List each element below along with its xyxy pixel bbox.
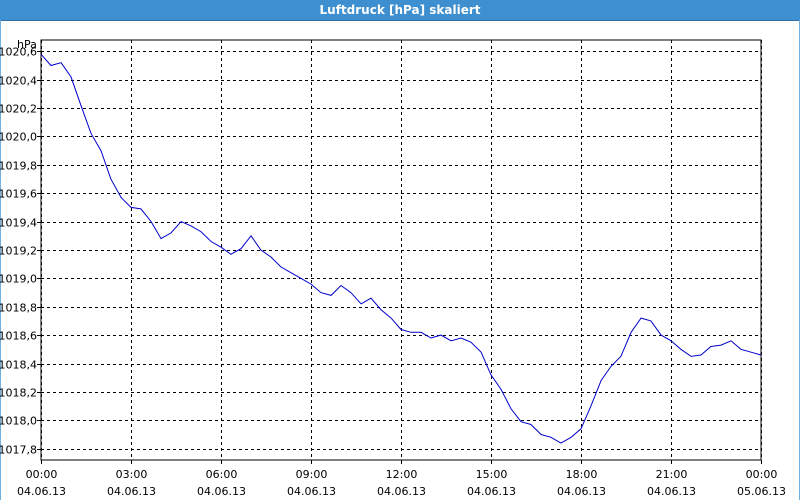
- y-tick-label: 1020,6: [0, 46, 37, 59]
- y-tick-label: 1019,6: [0, 188, 37, 201]
- x-tick-date-label: 04.06.13: [467, 485, 516, 498]
- y-axis-ticks: 1017,8 1018,0 1018,2 1018,4 1018,6 1018,8 1019…: [0, 46, 41, 457]
- x-tick-date-label: 04.06.13: [647, 485, 696, 498]
- x-tick-time-label: 18:00: [566, 468, 598, 481]
- x-tick-date-label: 04.06.13: [107, 485, 156, 498]
- x-tick-date-label: 04.06.13: [377, 485, 426, 498]
- window-border-left: [0, 20, 1, 500]
- y-tick-label: 1020,2: [0, 103, 37, 116]
- pressure-series-line: [40, 53, 762, 444]
- chart-series: [40, 53, 762, 444]
- y-tick-label: 1018,2: [0, 387, 37, 400]
- y-tick-label: 1020,0: [0, 131, 37, 144]
- y-tick-label: 1019,4: [0, 217, 37, 230]
- window-title: Luftdruck [hPa] skaliert: [0, 0, 800, 21]
- x-tick-date-label: 04.06.13: [287, 485, 336, 498]
- x-tick-time-label: 12:00: [386, 468, 418, 481]
- x-tick-time-label: 09:00: [296, 468, 328, 481]
- y-tick-label: 1019,2: [0, 245, 37, 258]
- y-tick-label: 1019,8: [0, 160, 37, 173]
- x-tick-date-label: 04.06.13: [197, 485, 246, 498]
- x-tick-time-label: 03:00: [116, 468, 148, 481]
- y-tick-label: 1018,4: [0, 359, 37, 372]
- y-tick-label: 1020,4: [0, 75, 37, 88]
- y-tick-label: 1018,6: [0, 330, 37, 343]
- x-tick-time-label: 15:00: [476, 468, 508, 481]
- y-tick-label: 1018,0: [0, 415, 37, 428]
- x-tick-date-label: 05.06.13: [737, 485, 786, 498]
- y-tick-label: 1017,8: [0, 444, 37, 457]
- y-axis-unit-label: hPa: [17, 38, 37, 51]
- chart-grid: [40, 39, 762, 461]
- x-tick-date-label: 04.06.13: [17, 485, 66, 498]
- x-tick-time-label: 00:00: [26, 468, 58, 481]
- x-tick-time-label: 21:00: [656, 468, 688, 481]
- y-tick-label: 1019,0: [0, 273, 37, 286]
- x-tick-time-label: 06:00: [206, 468, 238, 481]
- x-axis-ticks: 00:00 04.06.13 03:00 04.06.13 06:00 04.06.13 0…: [17, 460, 786, 498]
- y-tick-label: 1018,8: [0, 302, 37, 315]
- x-tick-date-label: 04.06.13: [557, 485, 606, 498]
- x-tick-time-label: 00:00: [746, 468, 778, 481]
